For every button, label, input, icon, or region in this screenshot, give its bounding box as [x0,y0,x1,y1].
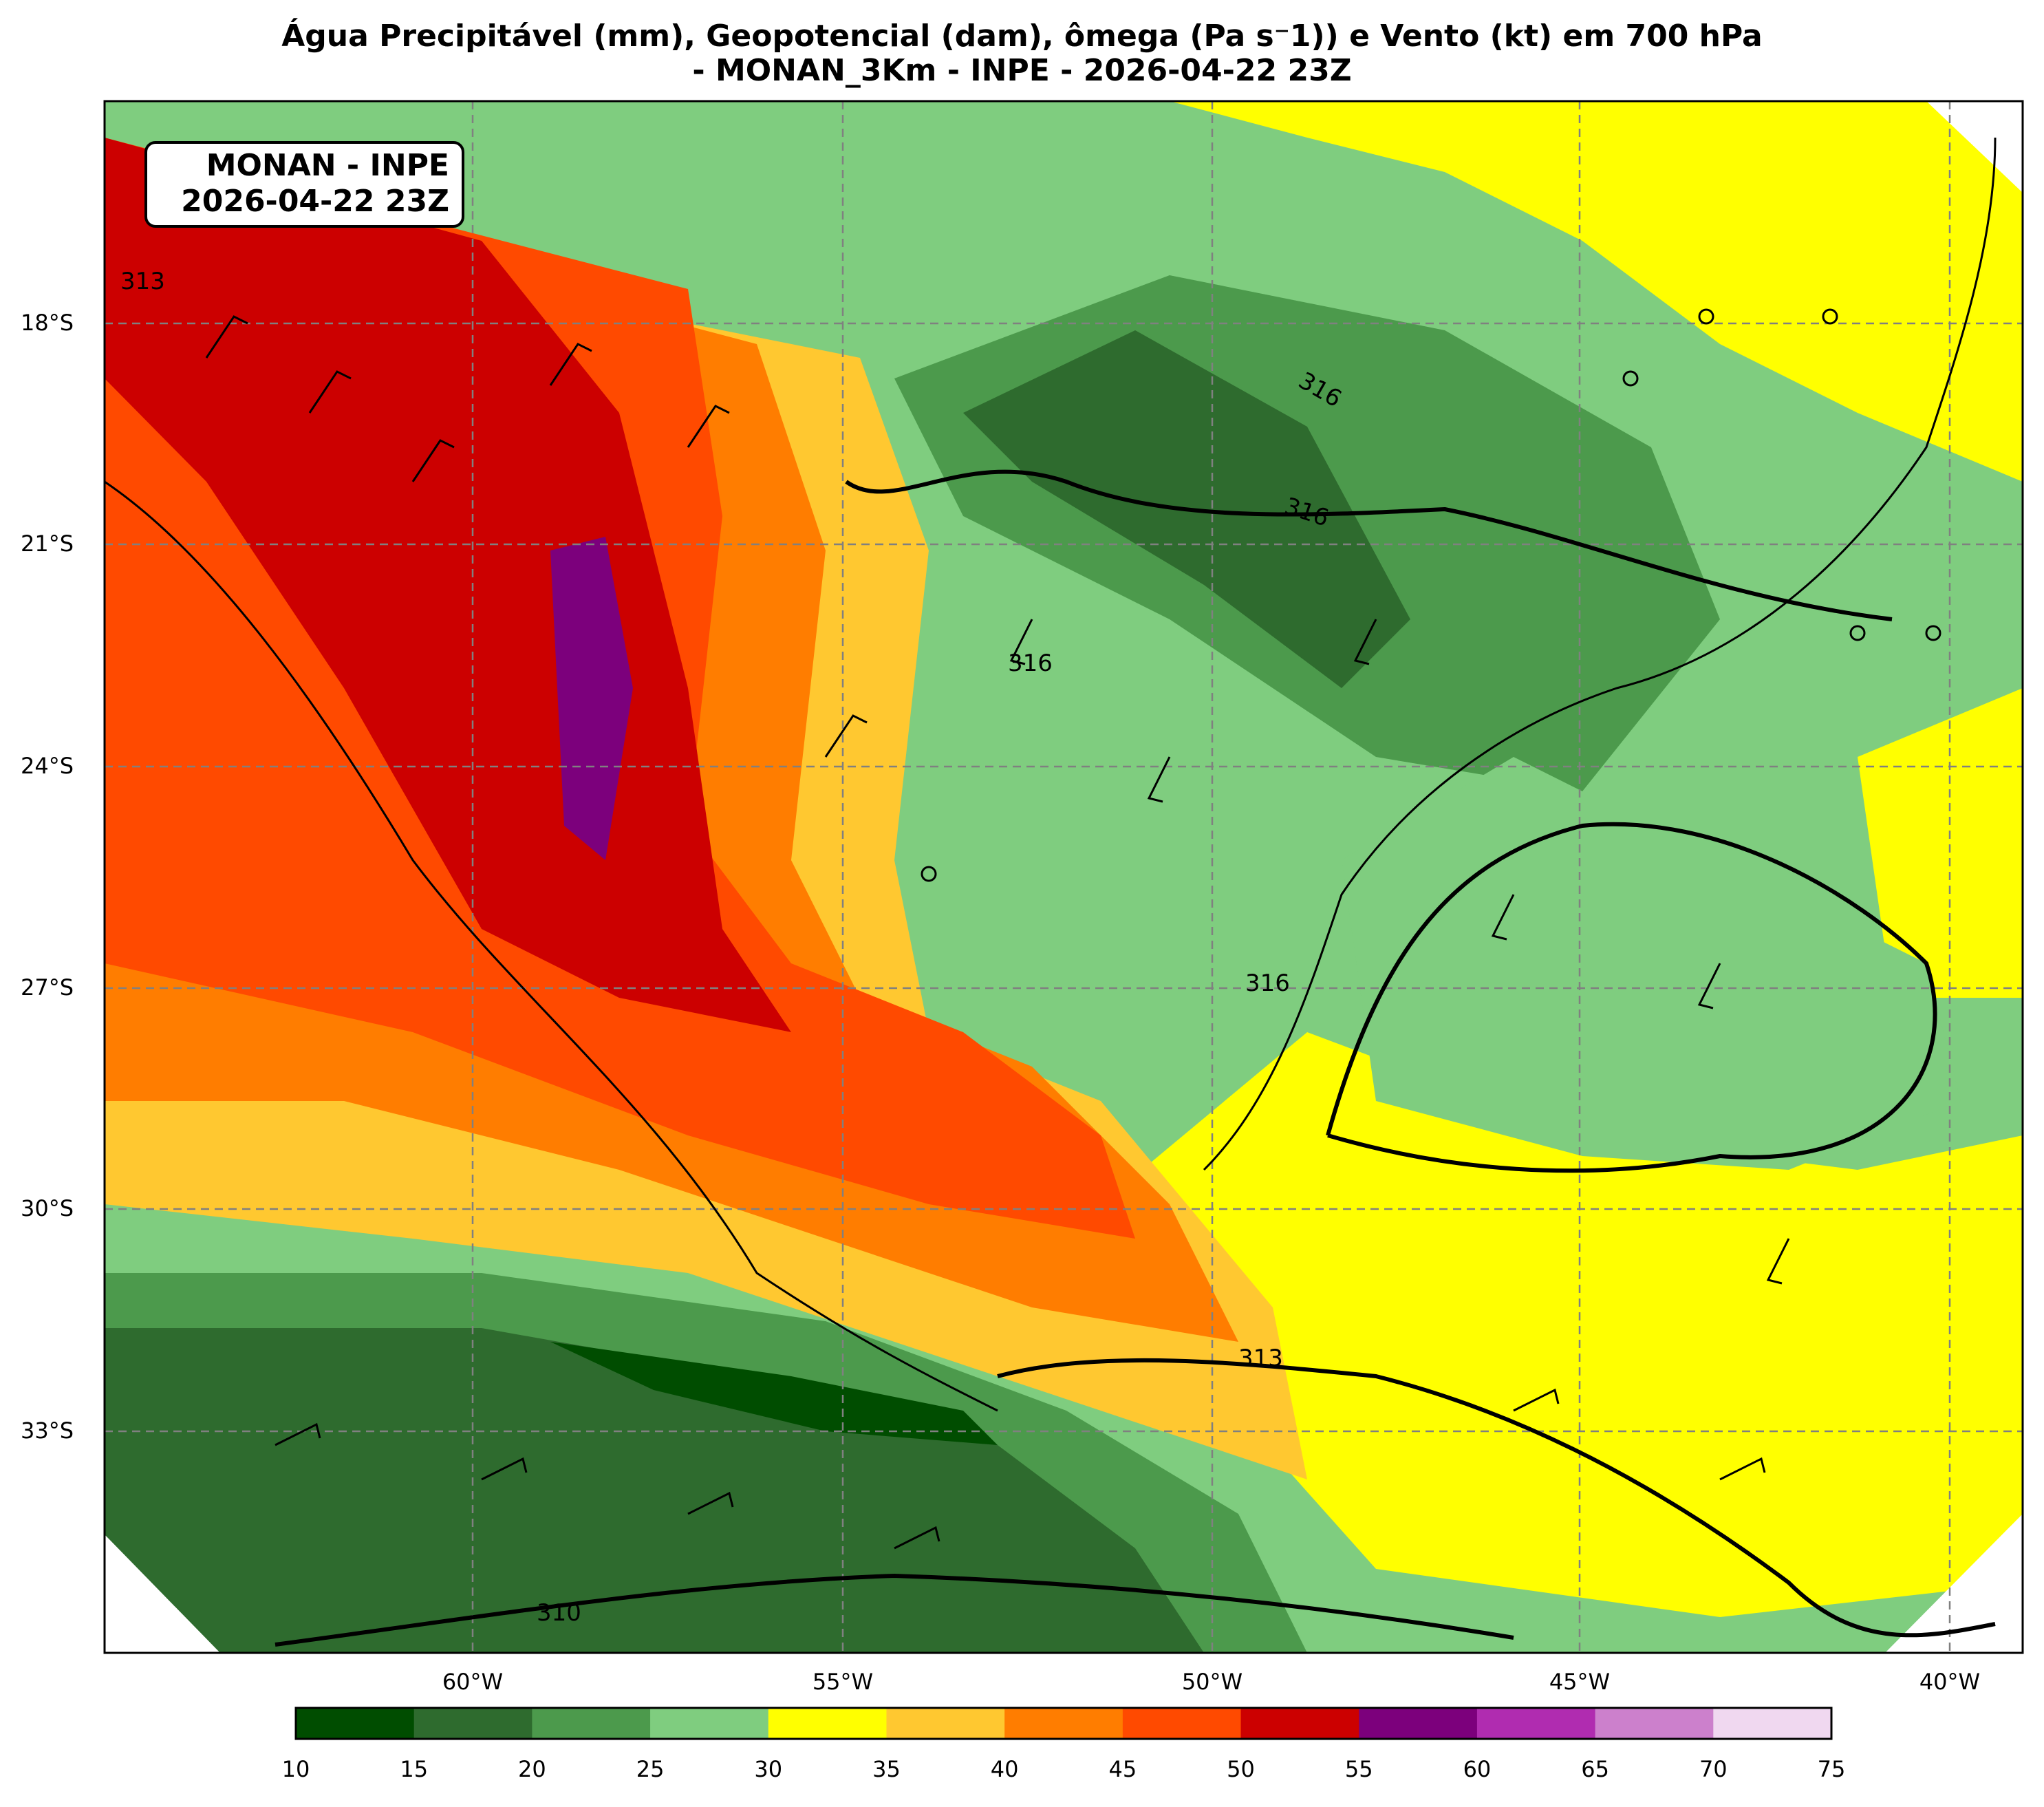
colorbar-tick-label: 35 [872,1756,901,1782]
colorbar-tick-label: 50 [1227,1756,1255,1782]
domain-corner-mask-ne [1926,101,2023,193]
colorbar-segment [1713,1708,1832,1739]
badge-line-1: MONAN - INPE [206,148,449,183]
pw-region-30-35-north [1170,101,2023,482]
colorbar-segment [886,1708,1005,1739]
pw-region-15-20-south [105,1328,1204,1653]
colorbar-segment [296,1708,415,1739]
chart-title: Água Precipitável (mm), Geopotencial (da… [0,19,2044,88]
lat-label-21s: 21°S [21,531,74,557]
lon-label-45w: 45°W [1549,1669,1611,1695]
lon-label-40w: 40°W [1919,1669,1981,1695]
title-line-1: Água Precipitável (mm), Geopotencial (da… [281,19,1763,54]
colorbar-tick-label: 60 [1463,1756,1492,1782]
colorbar-segment [1476,1708,1596,1739]
colorbar-frame [294,1707,1833,1740]
colorbar-segment [413,1708,532,1739]
colorbar-tick-label: 75 [1817,1756,1846,1782]
lon-label-50w: 50°W [1181,1669,1243,1695]
domain-corner-mask-sw [105,1535,220,1653]
contour-label-316-coast: 316 [1245,970,1290,997]
title-line-2: - MONAN_3Km - INPE - 2026-04-22 23Z [692,53,1352,88]
contour-label-313-nw: 313 [120,268,165,295]
colorbar-tick-label: 30 [754,1756,783,1782]
colorbar-tick-label: 25 [636,1756,665,1782]
coastline [104,137,1997,1412]
model-badge: MONAN - INPE 2026-04-22 23Z [144,141,464,228]
colorbar-tick-label: 40 [990,1756,1019,1782]
lat-label-33s: 33°S [21,1418,74,1444]
domain-corner-mask-se [1885,1514,2023,1653]
colorbar-segment [1595,1708,1714,1739]
colorbar-tick-label: 15 [400,1756,429,1782]
colorbar-tick-label: 70 [1699,1756,1728,1782]
colorbar-segment [1359,1708,1478,1739]
contour-label-310-south: 310 [537,1599,581,1627]
badge-line-2: 2026-04-22 23Z [181,184,449,219]
colorbar-tick-label: 20 [518,1756,546,1782]
pw-region-30-35-right [1858,688,2023,998]
wind-barbs [205,315,1790,1550]
colorbar-tick-label: 10 [281,1756,310,1782]
colorbar [296,1708,1832,1739]
lon-label-60w: 60°W [442,1669,504,1695]
contour-label-313-south: 313 [1238,1345,1283,1372]
colorbar-tick-label: 45 [1108,1756,1137,1782]
colorbar-segment [532,1708,651,1739]
pw-region-30-35-east [1101,1032,2023,1617]
pw-region-50-55 [105,138,791,1032]
colorbar-tick-label: 55 [1344,1756,1373,1782]
pw-region-55-60 [550,537,633,860]
lat-label-27s: 27°S [21,974,74,1001]
colorbar-tick-label: 65 [1581,1756,1609,1782]
geopotential-contours [275,469,1996,1647]
lat-label-18s: 18°S [21,310,74,336]
colorbar-segment [768,1708,887,1739]
colorbar-segment [1004,1708,1123,1739]
lon-label-55w: 55°W [812,1669,874,1695]
colorbar-segment [1240,1708,1359,1739]
lat-label-30s: 30°S [21,1195,74,1221]
calm-wind-circles [921,308,1941,882]
colorbar-segment [650,1708,769,1739]
map-frame [103,100,2024,1654]
colorbar-segment [1122,1708,1242,1739]
pw-region-10-15-south [550,1342,998,1445]
lat-label-24s: 24°S [21,753,74,779]
